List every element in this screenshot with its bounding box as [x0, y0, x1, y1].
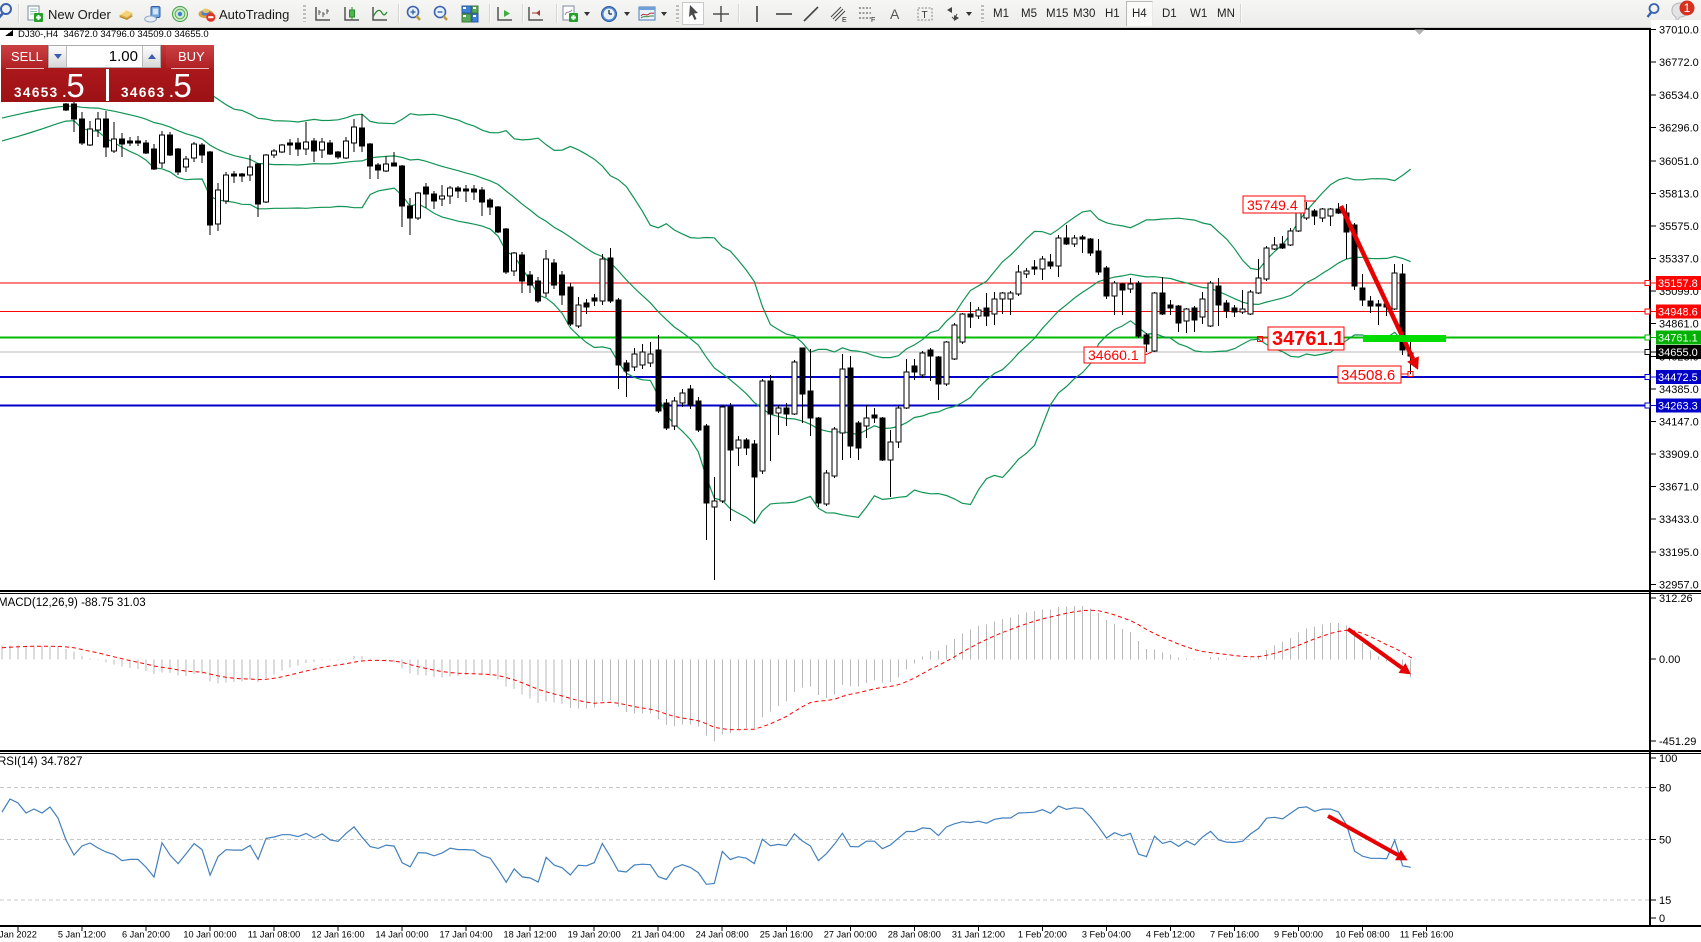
- svg-text:35157.8: 35157.8: [1658, 278, 1698, 290]
- svg-text:34660.1: 34660.1: [1088, 347, 1139, 363]
- svg-text:T: T: [922, 10, 928, 21]
- svg-text:24 Jan 08:00: 24 Jan 08:00: [696, 930, 749, 940]
- svg-text:11 Jan 08:00: 11 Jan 08:00: [248, 930, 300, 940]
- svg-text:37010.0: 37010.0: [1659, 25, 1699, 37]
- svg-text:0.00: 0.00: [1659, 654, 1680, 666]
- svg-text:E: E: [842, 17, 847, 23]
- svg-text:28 Jan 08:00: 28 Jan 08:00: [888, 930, 941, 940]
- svg-text:RSI(14) 34.7827: RSI(14) 34.7827: [0, 756, 82, 768]
- svg-text:80: 80: [1659, 783, 1671, 795]
- svg-text:312.26: 312.26: [1659, 593, 1693, 605]
- svg-text:DJ30-,H4 34672.0 34796.0 3450: DJ30-,H4 34672.0 34796.0 34509.0 34655.0: [18, 29, 209, 40]
- svg-text:10 Feb 08:00: 10 Feb 08:00: [1335, 930, 1389, 940]
- svg-text:5 Jan 12:00: 5 Jan 12:00: [58, 930, 106, 940]
- svg-text:25 Jan 16:00: 25 Jan 16:00: [760, 930, 813, 940]
- svg-text:34385.0: 34385.0: [1659, 384, 1699, 396]
- svg-text:7 Feb 16:00: 7 Feb 16:00: [1210, 930, 1259, 940]
- svg-text:33195.0: 33195.0: [1659, 547, 1699, 559]
- svg-text:36534.0: 36534.0: [1659, 90, 1699, 102]
- svg-text:17 Jan 04:00: 17 Jan 04:00: [440, 930, 493, 940]
- svg-text:27 Jan 00:00: 27 Jan 00:00: [824, 930, 877, 940]
- svg-text:32957.0: 32957.0: [1659, 579, 1699, 591]
- svg-text:14 Jan 00:00: 14 Jan 00:00: [376, 930, 429, 940]
- svg-text:15: 15: [1659, 895, 1671, 907]
- svg-text:34472.5: 34472.5: [1658, 372, 1698, 384]
- svg-text:34655.0: 34655.0: [1658, 347, 1698, 359]
- svg-text:11 Feb 16:00: 11 Feb 16:00: [1400, 930, 1453, 940]
- svg-text:6 Jan 20:00: 6 Jan 20:00: [122, 930, 170, 940]
- svg-text:35813.0: 35813.0: [1659, 188, 1699, 200]
- svg-text:10 Jan 00:00: 10 Jan 00:00: [183, 930, 236, 940]
- svg-text:-451.29: -451.29: [1659, 736, 1696, 748]
- svg-text:1 Feb 20:00: 1 Feb 20:00: [1018, 930, 1067, 940]
- svg-text:36296.0: 36296.0: [1659, 122, 1699, 134]
- svg-text:34508.6: 34508.6: [1341, 367, 1395, 384]
- svg-text:34147.0: 34147.0: [1659, 417, 1699, 429]
- svg-text:19 Jan 20:00: 19 Jan 20:00: [568, 930, 621, 940]
- svg-text:100: 100: [1659, 753, 1677, 765]
- svg-text:34761.1: 34761.1: [1272, 328, 1344, 350]
- svg-text:3 Feb 04:00: 3 Feb 04:00: [1082, 930, 1131, 940]
- svg-text:33909.0: 33909.0: [1659, 449, 1699, 461]
- svg-text:34948.6: 34948.6: [1658, 307, 1698, 319]
- svg-text:4 Feb 12:00: 4 Feb 12:00: [1146, 930, 1195, 940]
- svg-text:36051.0: 36051.0: [1659, 156, 1699, 168]
- svg-text:35575.0: 35575.0: [1659, 221, 1699, 233]
- svg-text:34861.0: 34861.0: [1659, 319, 1699, 331]
- svg-text:35749.4: 35749.4: [1247, 197, 1298, 213]
- svg-text:F: F: [871, 17, 875, 23]
- svg-text:0: 0: [1659, 913, 1665, 925]
- svg-text:21 Jan 04:00: 21 Jan 04:00: [632, 930, 685, 940]
- svg-text:1: 1: [1684, 1, 1691, 15]
- svg-text:12 Jan 16:00: 12 Jan 16:00: [311, 930, 364, 940]
- svg-text:50: 50: [1659, 835, 1671, 847]
- svg-text:33433.0: 33433.0: [1659, 514, 1699, 526]
- svg-text:9 Feb 00:00: 9 Feb 00:00: [1274, 930, 1323, 940]
- svg-text:34263.3: 34263.3: [1658, 401, 1698, 413]
- svg-text:35337.0: 35337.0: [1659, 254, 1699, 266]
- svg-text:Jan 2022: Jan 2022: [0, 930, 37, 940]
- svg-text:36772.0: 36772.0: [1659, 57, 1699, 69]
- svg-text:33671.0: 33671.0: [1659, 482, 1699, 494]
- svg-text:34761.1: 34761.1: [1658, 332, 1698, 344]
- svg-text:MACD(12,26,9) -88.75 31.03: MACD(12,26,9) -88.75 31.03: [0, 597, 146, 609]
- svg-text:31 Jan 12:00: 31 Jan 12:00: [952, 930, 1005, 940]
- svg-text:18 Jan 12:00: 18 Jan 12:00: [504, 930, 557, 940]
